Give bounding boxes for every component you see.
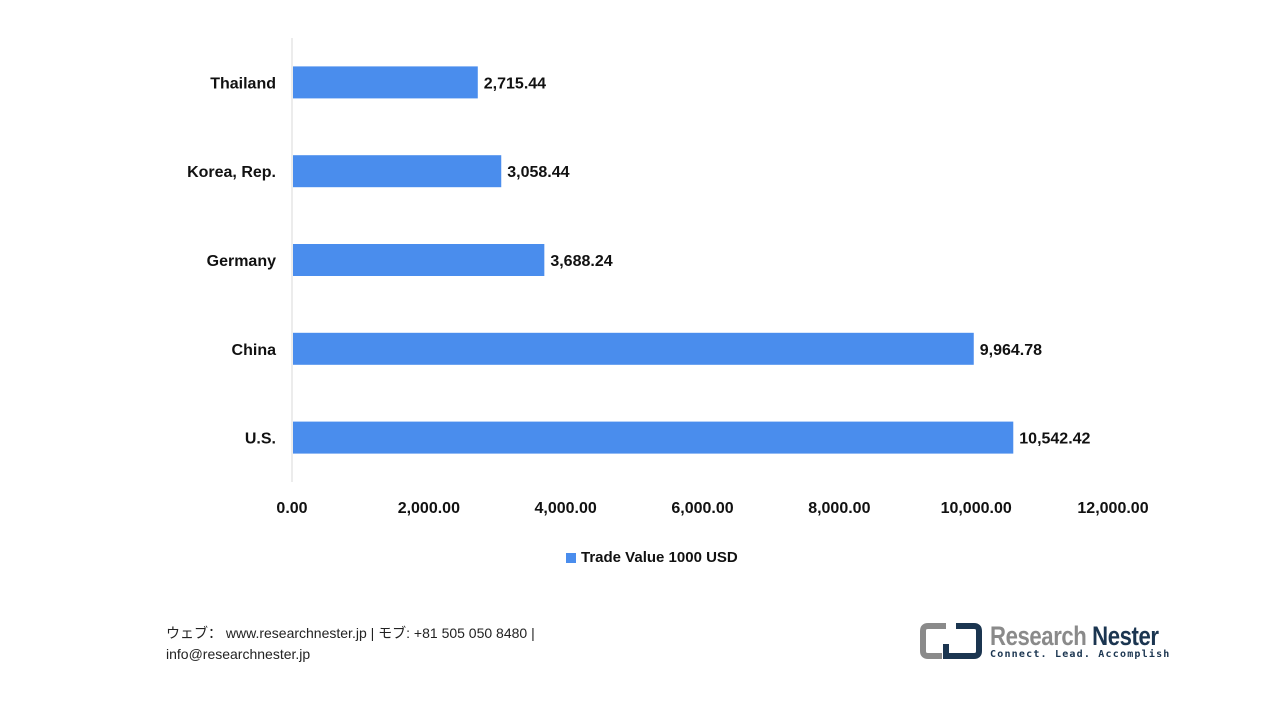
x-tick-label: 4,000.00 <box>535 500 597 517</box>
category-label: Thailand <box>210 75 276 92</box>
category-label: U.S. <box>245 431 276 448</box>
category-label: Germany <box>207 253 276 270</box>
x-tick-label: 0.00 <box>276 500 307 517</box>
footer-contact: ウェブ： www.researchnester.jp | モブ: +81 505… <box>166 623 535 665</box>
bar-2 <box>293 244 545 276</box>
legend: Trade Value 1000 USD <box>566 549 738 566</box>
x-tick-label: 6,000.00 <box>671 500 733 517</box>
bar-chart: Thailand 2,715.44 Korea, Rep. 3,058.44 Germa… <box>187 38 1149 517</box>
bar-4 <box>293 421 1014 454</box>
category-label: China <box>232 342 277 359</box>
x-tick-label: 8,000.00 <box>808 500 870 517</box>
data-label: 3,058.44 <box>507 164 569 181</box>
bar-0 <box>293 66 478 99</box>
data-label: 2,715.44 <box>484 75 546 92</box>
logo-name-b: Nester <box>1092 620 1159 651</box>
logo-tagline: Connect. Lead. Accomplish <box>990 648 1171 660</box>
category-label: Korea, Rep. <box>187 164 276 181</box>
x-tick-label: 12,000.00 <box>1077 500 1148 517</box>
logo-icon <box>920 623 982 659</box>
footer-line-2: info@researchnester.jp <box>166 646 311 662</box>
data-label: 3,688.24 <box>550 253 612 270</box>
logo-name-a: Research <box>990 620 1093 651</box>
legend-label: Trade Value 1000 USD <box>581 549 738 566</box>
x-tick-label: 2,000.00 <box>398 500 460 517</box>
bar-3 <box>293 332 974 365</box>
data-label: 9,964.78 <box>980 342 1042 359</box>
data-label: 10,542.42 <box>1019 431 1090 448</box>
research-nester-logo: Research Nester Connect. Lead. Accomplis… <box>920 622 1196 660</box>
x-tick-label: 10,000.00 <box>941 500 1012 517</box>
footer-line-1: ウェブ： www.researchnester.jp | モブ: +81 505… <box>166 625 535 641</box>
legend-swatch <box>566 552 576 563</box>
bar-1 <box>293 155 502 188</box>
